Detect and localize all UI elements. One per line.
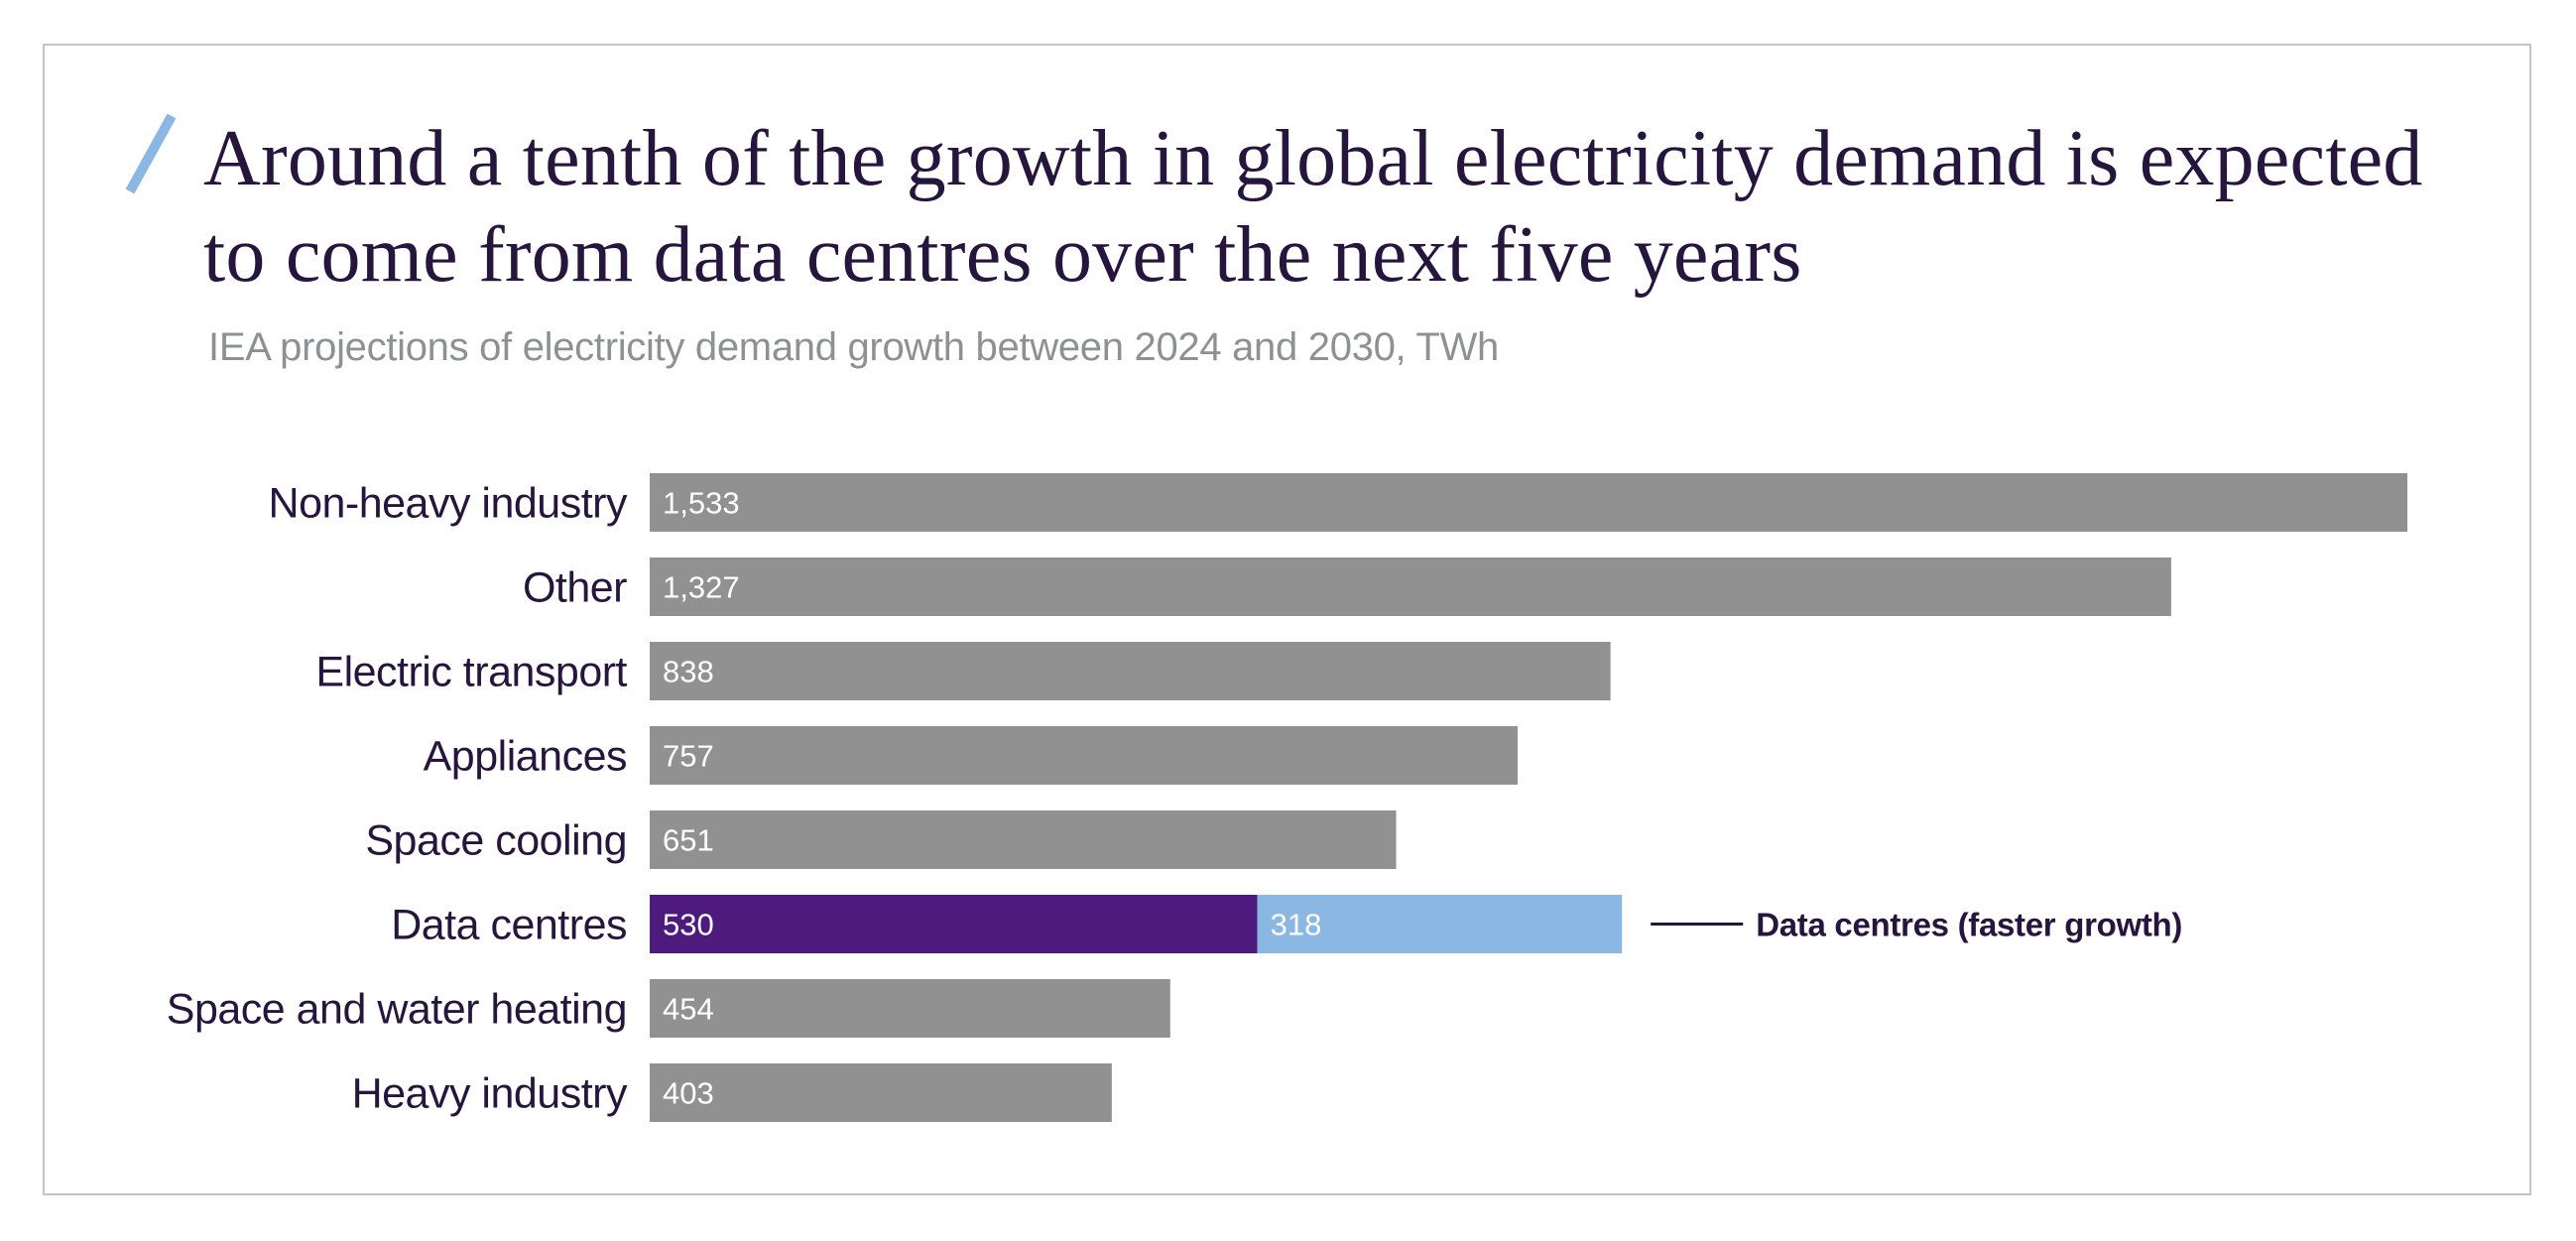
bar-appliances — [650, 726, 1519, 785]
category-label-electric-transport: Electric transport — [315, 649, 627, 696]
annotation-label: Data centres (faster growth) — [1756, 907, 2182, 943]
value-label-other: 1,327 — [663, 570, 740, 605]
bar-data-centres — [650, 895, 1258, 953]
chart-title-line-1: Around a tenth of the growth in global e… — [203, 115, 2423, 202]
value-label-space-cooling: 651 — [663, 823, 714, 858]
slash-accent-line — [125, 113, 177, 194]
value-labels: 1,533 1,327 838 757 651 530 318 454 403 — [663, 486, 1321, 1111]
slash-accent-icon — [125, 113, 177, 194]
category-label-non-heavy-industry: Non-heavy industry — [269, 480, 628, 528]
chart-panel — [43, 44, 2531, 1195]
value-label-electric-transport: 838 — [663, 655, 714, 689]
annotations: Data centres (faster growth) — [1651, 907, 2182, 943]
bar-electric-transport — [650, 642, 1611, 700]
value-label-data-centres: 530 — [663, 908, 714, 942]
chart-title: Around a tenth of the growth in global e… — [203, 111, 2505, 304]
value-label-non-heavy-industry: 1,533 — [663, 486, 740, 521]
category-label-appliances: Appliances — [424, 733, 627, 781]
chart-subtitle: IEA projections of electricity demand gr… — [208, 325, 1499, 369]
category-label-heavy-industry: Heavy industry — [352, 1070, 628, 1118]
category-label-other: Other — [523, 564, 627, 612]
bars — [650, 473, 2407, 1122]
bar-other — [650, 558, 2171, 616]
category-label-space-cooling: Space cooling — [365, 817, 627, 865]
bar-data-centres-faster-growth — [1257, 895, 1623, 953]
bar-space-cooling — [650, 810, 1397, 869]
category-label-space-and-water-heating: Space and water heating — [167, 986, 627, 1034]
bar-space-and-water-heating — [650, 979, 1170, 1038]
bar-heavy-industry — [650, 1063, 1112, 1122]
value-label-space-and-water-heating: 454 — [663, 992, 714, 1027]
chart-title-line-2: to come from data centres over the next … — [203, 211, 1802, 299]
value-label-heavy-industry: 403 — [663, 1076, 714, 1111]
category-labels: Non-heavy industry Other Electric transpor… — [167, 480, 629, 1118]
bar-non-heavy-industry — [650, 473, 2407, 532]
value-label-data-centres-faster-growth: 318 — [1271, 908, 1322, 942]
category-label-data-centres: Data centres — [391, 902, 627, 949]
value-label-appliances: 757 — [663, 739, 714, 774]
